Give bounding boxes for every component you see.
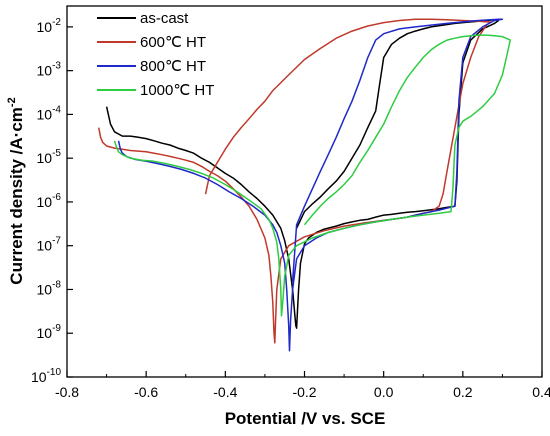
legend-label-2: 800℃ HT [140,58,206,75]
y-axis-title: Current density /A·cm-2 [6,97,26,284]
plot-frame [66,5,543,378]
y-tick-exponent: -5 [52,148,61,159]
x-tick-label: -0.8 [55,384,79,400]
x-tick-label: -0.2 [292,384,316,400]
y-axis-title-superscript: -2 [6,97,18,107]
y-tick-base: 10 [37,238,53,254]
y-tick-exponent: -6 [52,192,61,203]
x-axis-title: Potential /V vs. SCE [225,409,386,428]
series-line-3 [113,34,512,317]
legend-label-0: as-cast [140,10,189,27]
y-tick-exponent: -4 [52,104,61,115]
x-tick-label: 0.0 [374,384,394,400]
y-tick-label: 10-3 [37,61,62,79]
x-tick-label: 0.2 [453,384,473,400]
legend: as-cast 600℃ HT 800℃ HT 1000℃ HT [97,10,214,99]
series-curves [97,18,512,352]
y-tick-exponent: -8 [52,279,61,290]
y-tick-label: 10-10 [31,367,61,385]
x-axis: -0.8 -0.6 -0.4 -0.2 0.0 0.2 0.4 [55,371,550,400]
y-tick-label: 10-7 [37,236,62,254]
y-tick-base: 10 [37,19,53,35]
series-line-0 [105,19,500,329]
y-tick-label: 10-2 [37,17,62,35]
y-tick-exponent: -9 [52,323,61,334]
y-tick-base: 10 [37,63,53,79]
x-tick-label: 0.4 [532,384,550,400]
y-tick-base: 10 [31,369,47,385]
legend-label-1: 600℃ HT [140,34,206,51]
y-tick-exponent: -3 [52,61,61,72]
y-tick-exponent: -10 [47,367,62,378]
y-tick-exponent: -2 [52,17,61,28]
y-tick-base: 10 [37,150,53,166]
y-axis-title-main: Current density /A·cm [7,107,26,285]
y-tick-label: 10-4 [37,104,62,122]
y-tick-exponent: -7 [52,236,61,247]
x-tick-label: -0.6 [134,384,158,400]
y-tick-label: 10-8 [37,279,62,297]
y-tick-label: 10-9 [37,323,62,341]
y-tick-base: 10 [37,194,53,210]
y-tick-base: 10 [37,281,53,297]
y-tick-base: 10 [37,325,53,341]
y-tick-label: 10-5 [37,148,62,166]
legend-label-3: 1000℃ HT [140,82,214,99]
y-tick-label: 10-6 [37,192,62,210]
x-tick-label: -0.4 [213,384,237,400]
y-tick-base: 10 [37,106,53,122]
